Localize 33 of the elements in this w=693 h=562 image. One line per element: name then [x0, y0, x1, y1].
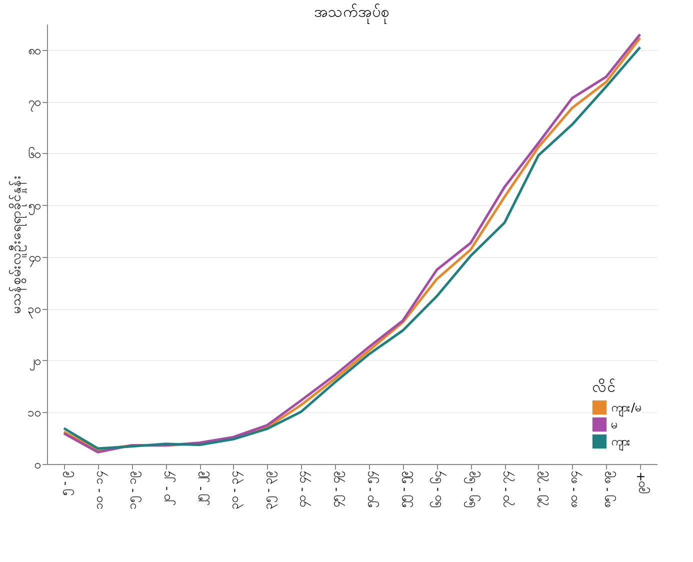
x-tick-label: ၂၅ - ၂၉	[193, 472, 210, 506]
x-tick-label: ၄၀ - ၄၄	[294, 472, 312, 508]
x-tick-label: ၈၀ - ၈၄	[566, 472, 583, 508]
x-tick-label: ၁၅ - ၁၉	[125, 472, 142, 510]
y-tick-label: ၅၀	[28, 198, 40, 216]
y-tick-label: ၀	[34, 458, 40, 472]
y-tick-label: ၃၀	[28, 302, 40, 320]
x-tick-label: ၇၀ - ၇၄	[498, 472, 515, 508]
y-tick-label: ၂၀	[30, 354, 40, 371]
y-axis-title: မသန်စွမ်းလူဦးရေရာခိုင်နှုန်း	[8, 175, 26, 314]
x-tick-label: ၅၅ - ၅၉	[396, 472, 414, 508]
x-tick-label: ၉၀+	[634, 472, 651, 494]
x-tick-label: ၂၀ - ၂၄	[159, 472, 176, 506]
x-tick-label: ၆၀ - ၆၄	[429, 472, 448, 508]
x-tick-label: ၄၅ - ၄၉	[328, 472, 346, 508]
legend-label: ကျား	[611, 434, 631, 452]
x-tick-label: ၃၅ - ၃၉	[260, 472, 278, 510]
legend-label: ကျား/မ	[611, 400, 642, 418]
x-tick-label: ၅၀ - ၅၄	[362, 472, 380, 508]
y-tick-label: ၄၀	[28, 250, 40, 268]
y-tick-label: ၈၀	[28, 43, 40, 58]
x-tick-label: ၃၀ - ၃၄	[226, 472, 244, 510]
y-tick-label: ၁၀	[28, 406, 40, 420]
y-tick-label: ၆၀	[28, 146, 40, 161]
x-tick-label: ၈၅ - ၈၉	[600, 472, 617, 508]
x-tick-label: ၆၅ - ၆၉	[463, 472, 482, 508]
x-tick-label: ၇၅ - ၇၉	[532, 472, 549, 508]
x-tick-label: ၁၀ - ၁၄	[91, 472, 108, 510]
x-tick-label: ၅ - ၉	[57, 472, 74, 496]
legend-title: လိင်	[592, 378, 616, 396]
legend-label: မ	[611, 418, 617, 432]
y-tick-label: ၇၀	[28, 95, 40, 112]
chart-title: အသက်အုပ်စု	[314, 3, 390, 24]
